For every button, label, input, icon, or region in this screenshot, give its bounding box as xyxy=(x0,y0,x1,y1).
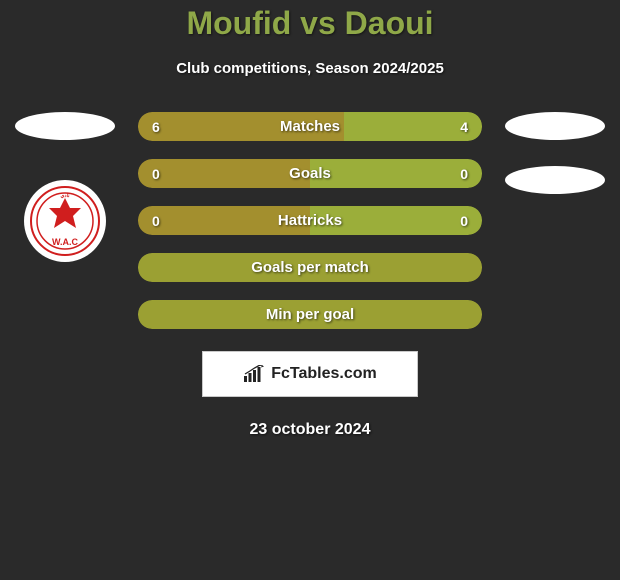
date-text: 23 october 2024 xyxy=(0,421,620,439)
svg-text:W.A.C: W.A.C xyxy=(52,237,78,247)
stat-label: Goals xyxy=(289,165,331,182)
stat-right-fill xyxy=(310,159,482,188)
stat-value-right: 4 xyxy=(460,119,468,135)
stat-bar-matches: 6 Matches 4 xyxy=(138,112,482,141)
right-side-column xyxy=(500,112,610,194)
stat-bar-hattricks: 0 Hattricks 0 xyxy=(138,206,482,235)
main-row: W.A.C نادي 6 Matches 4 0 Goals xyxy=(0,112,620,329)
left-side-column: W.A.C نادي xyxy=(10,112,120,262)
infographic-container: Moufid vs Daoui Club competitions, Seaso… xyxy=(0,0,620,439)
left-club-badge: W.A.C نادي xyxy=(24,180,106,262)
svg-text:نادي: نادي xyxy=(60,193,70,199)
stats-column: 6 Matches 4 0 Goals 0 0 Hattricks 0 Goal… xyxy=(138,112,482,329)
stat-bar-min-per-goal: Min per goal xyxy=(138,300,482,329)
stat-label: Matches xyxy=(280,118,340,135)
stat-label: Min per goal xyxy=(266,306,354,323)
club-badge-icon: W.A.C نادي xyxy=(30,186,100,256)
stat-left-fill xyxy=(138,159,310,188)
stat-value-left: 6 xyxy=(152,119,160,135)
stat-value-right: 0 xyxy=(460,213,468,229)
left-ellipse-placeholder xyxy=(15,112,115,140)
stat-label: Hattricks xyxy=(278,212,342,229)
fctables-label: FcTables.com xyxy=(271,365,377,383)
stat-value-left: 0 xyxy=(152,166,160,182)
stat-value-left: 0 xyxy=(152,213,160,229)
fctables-attribution[interactable]: FcTables.com xyxy=(202,351,418,397)
subtitle: Club competitions, Season 2024/2025 xyxy=(0,60,620,77)
stat-label: Goals per match xyxy=(251,259,369,276)
stat-value-right: 0 xyxy=(460,166,468,182)
page-title: Moufid vs Daoui xyxy=(0,5,620,42)
bar-chart-icon xyxy=(243,365,265,383)
stat-bar-goals-per-match: Goals per match xyxy=(138,253,482,282)
right-ellipse-placeholder-2 xyxy=(505,166,605,194)
stat-bar-goals: 0 Goals 0 xyxy=(138,159,482,188)
right-ellipse-placeholder-1 xyxy=(505,112,605,140)
